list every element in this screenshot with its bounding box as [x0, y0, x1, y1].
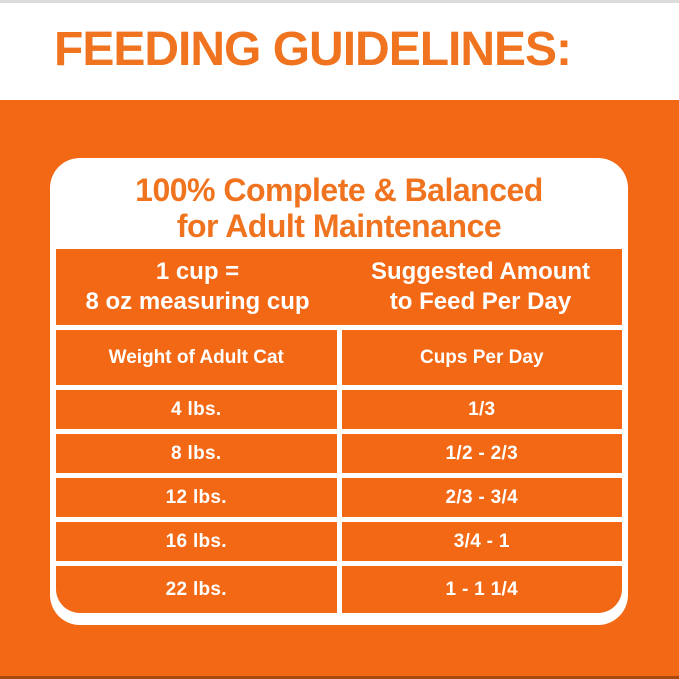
card-heading-line1: 100% Complete & Balanced: [135, 171, 543, 208]
measuring-cup-note: 1 cup = 8 oz measuring cup: [56, 249, 339, 325]
top-edge-divider: [0, 0, 679, 3]
weight-cell: 16 lbs.: [56, 522, 337, 561]
cups-cell: 1 - 1 1/4: [341, 566, 622, 613]
cups-cell: 1/2 - 2/3: [341, 434, 622, 473]
column-header-weight: Weight of Adult Cat: [56, 330, 337, 385]
table-row: 4 lbs. 1/3: [56, 390, 622, 429]
weight-cell: 8 lbs.: [56, 434, 337, 473]
column-header-cups: Cups Per Day: [341, 330, 622, 385]
measuring-cup-note-line2: 8 oz measuring cup: [85, 288, 310, 315]
card-heading-line2: for Adult Maintenance: [176, 207, 502, 244]
orange-background-panel: 100% Complete & Balanced for Adult Maint…: [0, 100, 679, 679]
bottom-edge-divider: [0, 676, 679, 679]
suggested-amount-note-line1: Suggested Amount: [370, 258, 591, 285]
table-row: 12 lbs. 2/3 - 3/4: [56, 478, 622, 517]
table-header-row: Weight of Adult Cat Cups Per Day: [56, 330, 622, 385]
weight-cell: 22 lbs.: [56, 566, 337, 613]
feeding-table: 1 cup = 8 oz measuring cup Suggested Amo…: [56, 249, 622, 613]
weight-cell: 12 lbs.: [56, 478, 337, 517]
table-row: 22 lbs. 1 - 1 1/4: [56, 566, 622, 613]
table-row: 16 lbs. 3/4 - 1: [56, 522, 622, 561]
card-heading: 100% Complete & Balanced for Adult Maint…: [56, 158, 622, 249]
cups-cell: 3/4 - 1: [341, 522, 622, 561]
feeding-table-card: 100% Complete & Balanced for Adult Maint…: [50, 158, 628, 625]
suggested-amount-note-line2: to Feed Per Day: [389, 288, 572, 315]
suggested-amount-note: Suggested Amount to Feed Per Day: [339, 249, 622, 325]
cups-cell: 1/3: [341, 390, 622, 429]
page-title: FEEDING GUIDELINES:: [54, 23, 572, 76]
weight-cell: 4 lbs.: [56, 390, 337, 429]
table-info-row: 1 cup = 8 oz measuring cup Suggested Amo…: [56, 249, 622, 325]
cups-cell: 2/3 - 3/4: [341, 478, 622, 517]
measuring-cup-note-line1: 1 cup =: [155, 258, 240, 285]
table-row: 8 lbs. 1/2 - 2/3: [56, 434, 622, 473]
